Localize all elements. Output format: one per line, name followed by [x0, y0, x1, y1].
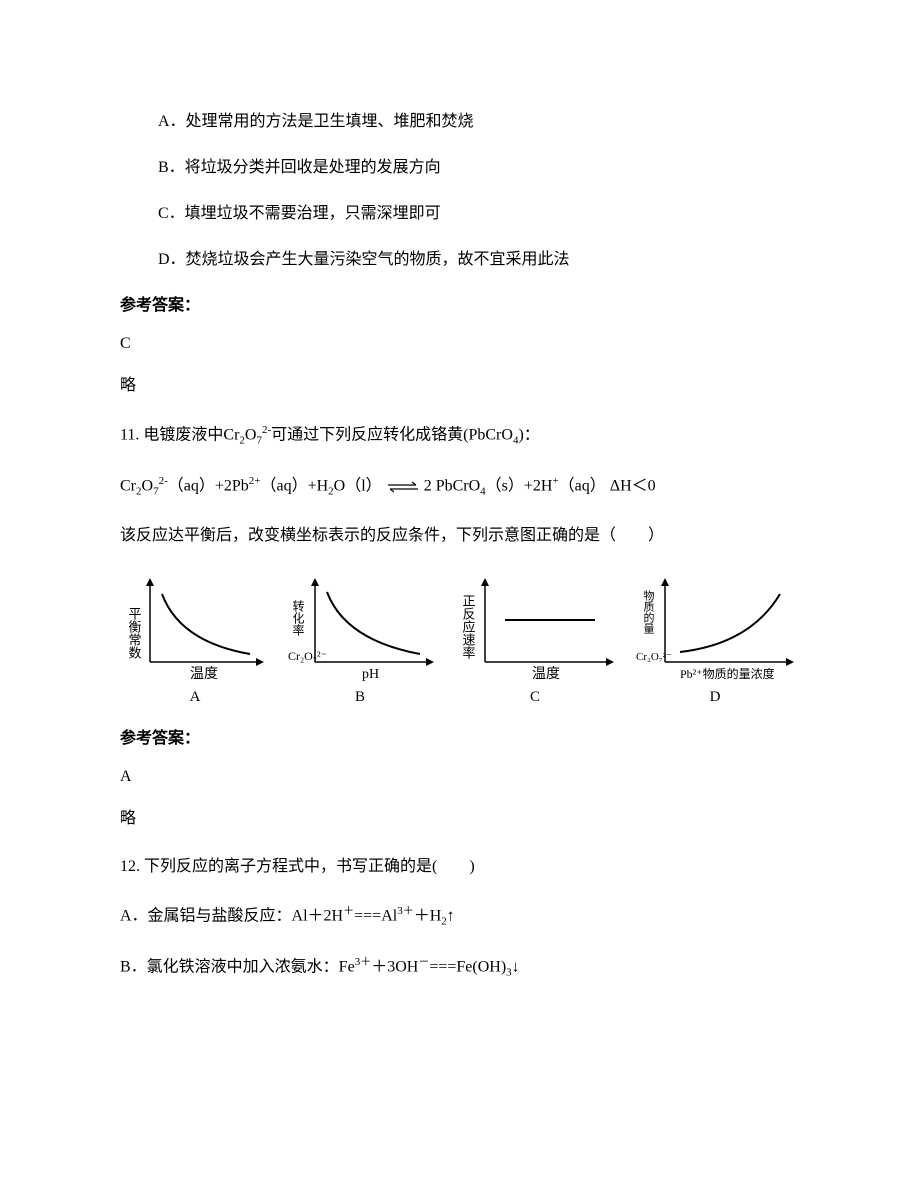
chart-d: Cr₂O₇²⁻ 物质的量 Pb²⁺物质的量浓度 D	[630, 572, 800, 709]
q11-t2: O	[245, 426, 257, 443]
chart-d-ylabel-2: 物质的量	[642, 589, 655, 634]
chart-d-xlabel: Pb²⁺物质的量浓度	[680, 666, 775, 681]
q10-option-c: C．填埋垃圾不需要治理，只需深埋即可	[158, 202, 800, 226]
q11-stem: 11. 电镀废液中Cr2O72-可通过下列反应转化成铬黄(PbCrO4)：	[120, 422, 800, 449]
chart-b: Cr₂O₇²⁻ 转化率 pH B	[280, 572, 440, 709]
chart-b-ylabel-2: 转化率	[291, 599, 305, 636]
q11-t3: 可通过下列反应转化成铬黄(PbCrO	[271, 426, 513, 443]
q12-stem-text: 下列反应的离子方程式中，书写正确的是( )	[144, 858, 475, 875]
eq-f: 2 PbCrO	[424, 477, 480, 494]
chart-b-label: B	[355, 686, 365, 709]
q11-number: 11.	[120, 426, 143, 443]
q12b-3: ===Fe(OH)	[429, 958, 506, 975]
chart-d-label: D	[710, 686, 721, 709]
chart-a: 平衡常数 温度 A	[120, 572, 270, 709]
q11-t1: 电镀废液中Cr	[143, 426, 239, 443]
eq-h: （aq） ΔH＜0	[559, 477, 656, 494]
q11-answer-label: 参考答案：	[120, 727, 800, 751]
chart-c: 正反应速率 温度 C	[450, 572, 620, 709]
q10-answer-label: 参考答案：	[120, 294, 800, 318]
eq-d: （aq）+H	[260, 477, 328, 494]
equilibrium-arrow-icon	[386, 481, 420, 493]
chart-c-ylabel: 正反应速率	[461, 594, 476, 659]
eq-a: Cr	[120, 477, 136, 494]
q11-answer: A	[120, 765, 800, 789]
q10-option-b: B．将垃圾分类并回收是处理的发展方向	[158, 156, 800, 180]
chart-b-xlabel: pH	[362, 667, 379, 682]
eq-g: （s）+2H	[486, 477, 553, 494]
q12-option-b: B．氯化铁溶液中加入浓氨水：Fe3＋＋3OH－===Fe(OH)3↓	[120, 954, 800, 981]
q12a-2: ===Al	[354, 907, 397, 924]
q11-condition: 该反应达平衡后，改变横坐标表示的反应条件，下列示意图正确的是（ ）	[120, 524, 800, 548]
chart-c-xlabel: 温度	[532, 666, 560, 682]
eq-e: O（l）	[334, 477, 382, 494]
chart-a-xlabel: 温度	[190, 666, 218, 682]
q12-number: 12.	[120, 858, 144, 875]
q10-option-a: A．处理常用的方法是卫生填埋、堆肥和焚烧	[158, 110, 800, 134]
q12a-3: ＋H	[414, 907, 442, 924]
q12b-2: ＋3OH	[371, 958, 418, 975]
chart-d-ylabel-1: Cr₂O₇²⁻	[636, 651, 672, 663]
q12a-4: ↑	[447, 907, 455, 924]
eq-b: O	[142, 477, 154, 494]
q12-option-a: A．金属铝与盐酸反应：Al＋2H＋===Al3＋＋H2↑	[120, 903, 800, 930]
q10-option-d: D．焚烧垃圾会产生大量污染空气的物质，故不宜采用此法	[158, 248, 800, 272]
q11-charts: 平衡常数 温度 A Cr₂O₇²⁻ 转化率 pH B	[120, 572, 800, 709]
q12b-1: B．氯化铁溶液中加入浓氨水：Fe	[120, 958, 355, 975]
q12a-1: A．金属铝与盐酸反应：Al＋2H	[120, 907, 343, 924]
page: A．处理常用的方法是卫生填埋、堆肥和焚烧 B．将垃圾分类并回收是处理的发展方向 …	[0, 0, 920, 1191]
q10-skip: 略	[120, 374, 800, 398]
q11-skip: 略	[120, 807, 800, 831]
eq-c: （aq）+2Pb	[168, 477, 249, 494]
q11-equation: Cr2O72-（aq）+2Pb2+（aq）+H2O（l） 2 PbCrO4（s）…	[120, 473, 800, 500]
chart-a-ylabel: 平衡常数	[127, 607, 142, 659]
q12-stem: 12. 下列反应的离子方程式中，书写正确的是( )	[120, 855, 800, 879]
q11-t4: )：	[518, 426, 539, 443]
chart-a-label: A	[190, 686, 201, 709]
chart-c-label: C	[530, 686, 540, 709]
q12b-4: ↓	[512, 958, 520, 975]
chart-b-ylabel-1: Cr₂O₇²⁻	[288, 649, 327, 663]
q10-answer: C	[120, 332, 800, 356]
